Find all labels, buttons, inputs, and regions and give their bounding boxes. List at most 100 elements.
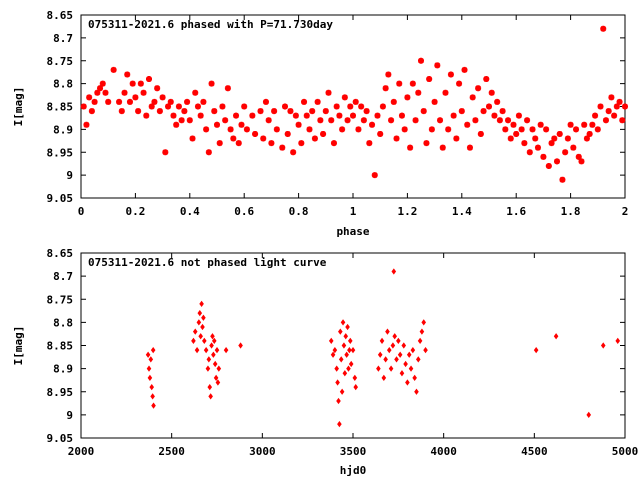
x-tick-label: 0.2 [125, 205, 145, 218]
data-point [178, 117, 185, 124]
data-point [151, 98, 158, 105]
data-point [200, 323, 205, 331]
unphased-light-curve-panel: 2000 2500 3000 3500 4000 4500 5000 8.65 8.7 8.75 8… [12, 247, 638, 477]
data-point [192, 328, 198, 335]
data-point [499, 108, 506, 115]
data-point [526, 149, 533, 156]
data-point [336, 112, 343, 119]
data-point [510, 121, 517, 128]
data-point [573, 126, 580, 133]
data-point [238, 121, 245, 128]
y-tick-label: 9.05 [47, 432, 74, 445]
data-point [333, 103, 340, 110]
data-point [450, 112, 457, 119]
data-point [477, 130, 484, 137]
data-point [567, 121, 574, 128]
data-point [371, 172, 378, 179]
x-tick-label: 5000 [612, 445, 639, 458]
chart-title: 075311-2021.6 phased with P=71.730day [88, 18, 333, 31]
data-point [298, 140, 305, 147]
data-point [420, 108, 427, 115]
data-point [148, 356, 154, 363]
data-point [173, 121, 180, 128]
data-point [622, 103, 628, 110]
data-point [426, 76, 433, 83]
data-point [570, 144, 577, 151]
data-point [322, 108, 329, 115]
data-point [480, 108, 487, 115]
y-tick-label: 8.95 [47, 386, 74, 399]
data-point [445, 126, 452, 133]
x-tick-label: 4000 [430, 445, 457, 458]
data-point [399, 370, 405, 377]
data-point [143, 112, 150, 119]
x-tick-label: 0.8 [289, 205, 309, 218]
data-point [241, 103, 248, 110]
data-point [442, 89, 449, 96]
data-point [437, 117, 444, 124]
data-point [347, 103, 354, 110]
data-point [421, 319, 427, 326]
data-point [613, 103, 620, 110]
data-point [447, 71, 454, 78]
data-point [162, 149, 169, 156]
data-point [363, 108, 370, 115]
data-point [428, 126, 435, 133]
data-point [350, 112, 356, 119]
data-point [488, 89, 495, 96]
data-point [581, 121, 588, 128]
data-point [469, 94, 476, 101]
data-point [600, 25, 607, 32]
data-point [334, 365, 339, 372]
data-point [233, 112, 240, 119]
x-tick-label: 1.2 [397, 205, 417, 218]
x-tick-label: 0.4 [180, 205, 200, 218]
x-tick-label: 4500 [521, 445, 548, 458]
data-point [341, 94, 348, 101]
data-point [456, 80, 463, 87]
data-point [548, 140, 555, 147]
data-point [146, 365, 152, 372]
y-axis-label: I[mag] [12, 87, 25, 127]
data-point [586, 411, 592, 419]
data-point [213, 374, 219, 382]
data-point [88, 108, 95, 115]
data-point [200, 98, 207, 105]
data-point [325, 89, 332, 96]
data-point [358, 103, 365, 110]
data-point [502, 126, 509, 133]
x-tick-label: 1 [350, 205, 357, 218]
data-point [342, 370, 348, 377]
data-point [486, 103, 492, 110]
data-point [159, 94, 166, 101]
data-point [583, 135, 590, 142]
data-point [434, 62, 441, 69]
data-point [99, 80, 106, 87]
data-point [458, 108, 465, 115]
x-axis-label: phase [336, 225, 369, 238]
data-point [214, 346, 220, 354]
data-point [415, 89, 422, 96]
data-point [518, 126, 525, 133]
data-point [102, 89, 109, 96]
data-point [189, 135, 196, 142]
data-point [124, 71, 131, 78]
x-tick-label: 2 [622, 205, 629, 218]
data-point [586, 130, 593, 137]
data-point [309, 108, 316, 115]
data-point [605, 108, 612, 115]
data-point [209, 342, 214, 349]
data-point [543, 126, 550, 133]
data-point [347, 346, 352, 354]
data-point [116, 98, 123, 105]
data-point [391, 268, 397, 275]
data-point [328, 117, 335, 124]
data-point [97, 85, 104, 92]
data-point [385, 328, 390, 335]
data-point [94, 89, 101, 96]
data-point [202, 337, 207, 345]
data-point [537, 121, 544, 128]
data-point [167, 98, 174, 105]
data-point [377, 130, 384, 137]
